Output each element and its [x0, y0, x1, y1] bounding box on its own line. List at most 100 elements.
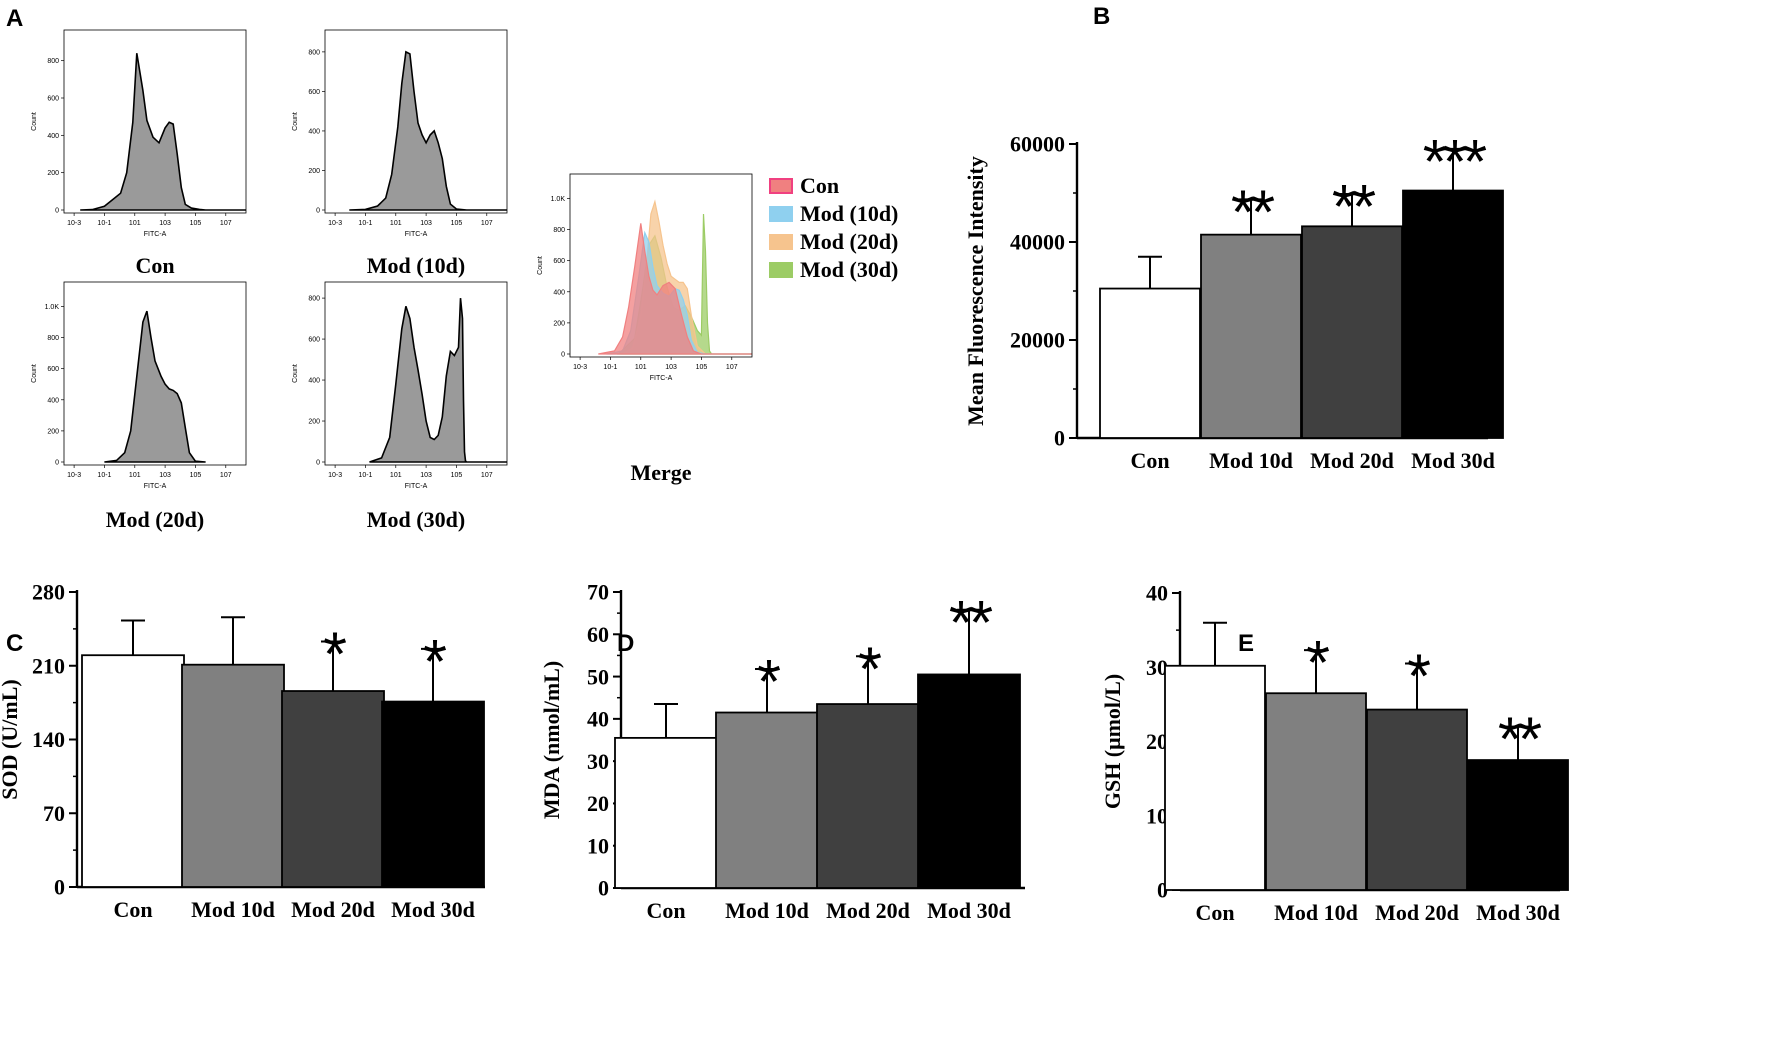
y-tick-label: 400 [553, 289, 565, 296]
category-label: Con [1130, 448, 1169, 473]
histogram-a-mod10: 0 200 400 600 800 10-3 10-1 101 103 105 107 FITC-A C… [292, 29, 508, 278]
category-label: Mod 30d [391, 897, 475, 922]
y-tick-label: 20 [1146, 729, 1168, 754]
x-tick-label: 10-3 [67, 220, 81, 227]
y-tick-label: 200 [47, 170, 59, 177]
x-tick-label: 107 [220, 220, 232, 227]
y-tick-label: 400 [47, 133, 59, 140]
y-tick-label: 10 [587, 833, 609, 858]
bar-mod-10d [1265, 692, 1367, 891]
legend-entry: Con [800, 173, 839, 198]
category-label: Mod 10d [191, 897, 275, 922]
y-tick-label: 800 [553, 227, 565, 234]
category-label: Mod 30d [1411, 448, 1495, 473]
y-tick-label: 70 [43, 801, 65, 826]
y-tick-label: 70 [587, 580, 609, 605]
category-label: Con [1195, 900, 1234, 925]
panel-letter-a: A [6, 5, 23, 32]
significance-marker: ** [1332, 173, 1376, 242]
x-tick-label: 101 [129, 472, 141, 479]
x-tick-label: 10-1 [358, 220, 372, 227]
histogram-a-mod30: 0 200 400 600 800 10-3 10-1 101 103 105 107 FITC-A C… [292, 281, 508, 532]
legend-entry: Mod (30d) [800, 257, 898, 282]
x-tick-label: 103 [665, 364, 677, 371]
x-tick-label: 101 [129, 220, 141, 227]
y-tick-label: 800 [308, 49, 320, 56]
histogram-series-count [349, 50, 507, 211]
x-tick-label: 10-1 [358, 472, 372, 479]
histogram-frame [324, 29, 508, 214]
y-axis-label: Count [31, 364, 38, 383]
legend-entry: Mod (10d) [800, 201, 898, 226]
category-label: Mod 10d [725, 898, 809, 923]
y-tick-label: 800 [47, 335, 59, 342]
y-tick-label: 0 [55, 460, 59, 467]
legend-swatch [769, 178, 793, 194]
category-label: Mod 20d [1310, 448, 1394, 473]
histogram-frame [63, 29, 247, 214]
x-tick-label: 10-3 [67, 472, 81, 479]
y-axis-label: SOD (U/mL) [0, 679, 22, 799]
y-tick-label: 600 [308, 337, 320, 344]
x-tick-label: 10-1 [97, 220, 111, 227]
y-tick-label: 200 [308, 168, 320, 175]
legend-swatch [769, 206, 793, 222]
histogram-series-con [598, 223, 752, 355]
x-tick-label: 107 [220, 472, 232, 479]
bar-mod-30d [917, 673, 1021, 889]
y-tick-label: 600 [553, 258, 565, 265]
x-tick-label: 10-3 [328, 472, 342, 479]
x-tick-label: 101 [390, 472, 402, 479]
y-tick-label: 50 [587, 664, 609, 689]
histogram-title: Mod (30d) [367, 507, 465, 532]
y-tick-label: 1.0K [551, 196, 566, 203]
y-tick-label: 400 [47, 397, 59, 404]
category-label: Con [646, 898, 685, 923]
x-axis-label: FITC-A [144, 483, 167, 490]
x-tick-label: 105 [190, 472, 202, 479]
bar-mod-20d [1366, 708, 1468, 891]
significance-marker: * [1407, 643, 1431, 712]
legend-swatch [769, 234, 793, 250]
bar-chart-c: 0 70 140 210 280 SOD (U/mL) Con Mod 10d Mod 20d *… [0, 580, 485, 922]
y-axis-label: GSH (μmol/L) [1100, 674, 1125, 809]
x-tick-label: 103 [420, 220, 432, 227]
category-label: Mod 20d [1375, 900, 1459, 925]
histogram-a-con: 0 200 400 600 800 10-3 10-1 101 103 105 107 FITC-A C… [31, 29, 247, 278]
y-tick-label: 0 [598, 876, 609, 901]
category-label: Con [113, 897, 152, 922]
x-tick-label: 10-3 [573, 364, 587, 371]
y-tick-label: 40 [1146, 581, 1168, 606]
flow-histograms: 0 200 400 600 800 10-3 10-1 101 103 105 107 FITC-A C… [31, 29, 508, 532]
y-tick-label: 280 [32, 580, 65, 605]
significance-marker: *** [1423, 128, 1487, 197]
histogram-series-count [80, 53, 246, 211]
histogram-series-count [104, 310, 206, 463]
x-tick-label: 105 [451, 220, 463, 227]
flow-merge-histogram: 0 200 400 600 800 1.0K 10-3 10-1 101 103 105 107 FIT… [537, 173, 898, 485]
y-tick-label: 400 [308, 378, 320, 385]
y-tick-label: 0 [316, 460, 320, 467]
y-tick-label: 0 [316, 208, 320, 215]
x-tick-label: 10-1 [603, 364, 617, 371]
histogram-a-merge: 0 200 400 600 800 1.0K 10-3 10-1 101 103 105 107 FIT… [537, 173, 753, 485]
category-label: Mod 20d [826, 898, 910, 923]
bar-chart-b: 0 20000 40000 60000 Mean Fluorescence Intens… [963, 128, 1504, 473]
y-tick-label: 600 [47, 96, 59, 103]
x-tick-label: 105 [696, 364, 708, 371]
x-tick-label: 10-1 [97, 472, 111, 479]
x-axis-label: FITC-A [405, 483, 428, 490]
histogram-frame [569, 173, 753, 358]
panel-letter-b: B [1093, 3, 1110, 30]
bar-con [81, 654, 185, 888]
significance-marker: ** [1498, 706, 1542, 775]
bar-con [1164, 664, 1266, 891]
legend-swatch [769, 262, 793, 278]
histogram-title: Mod (10d) [367, 253, 465, 278]
x-tick-label: 103 [159, 220, 171, 227]
x-tick-label: 105 [190, 220, 202, 227]
y-tick-label: 0 [1054, 426, 1065, 451]
y-tick-label: 40 [587, 707, 609, 732]
histogram-a-mod20: 0 200 400 600 800 1.0K 10-3 10-1 101 103 105 107 FIT… [31, 281, 247, 532]
